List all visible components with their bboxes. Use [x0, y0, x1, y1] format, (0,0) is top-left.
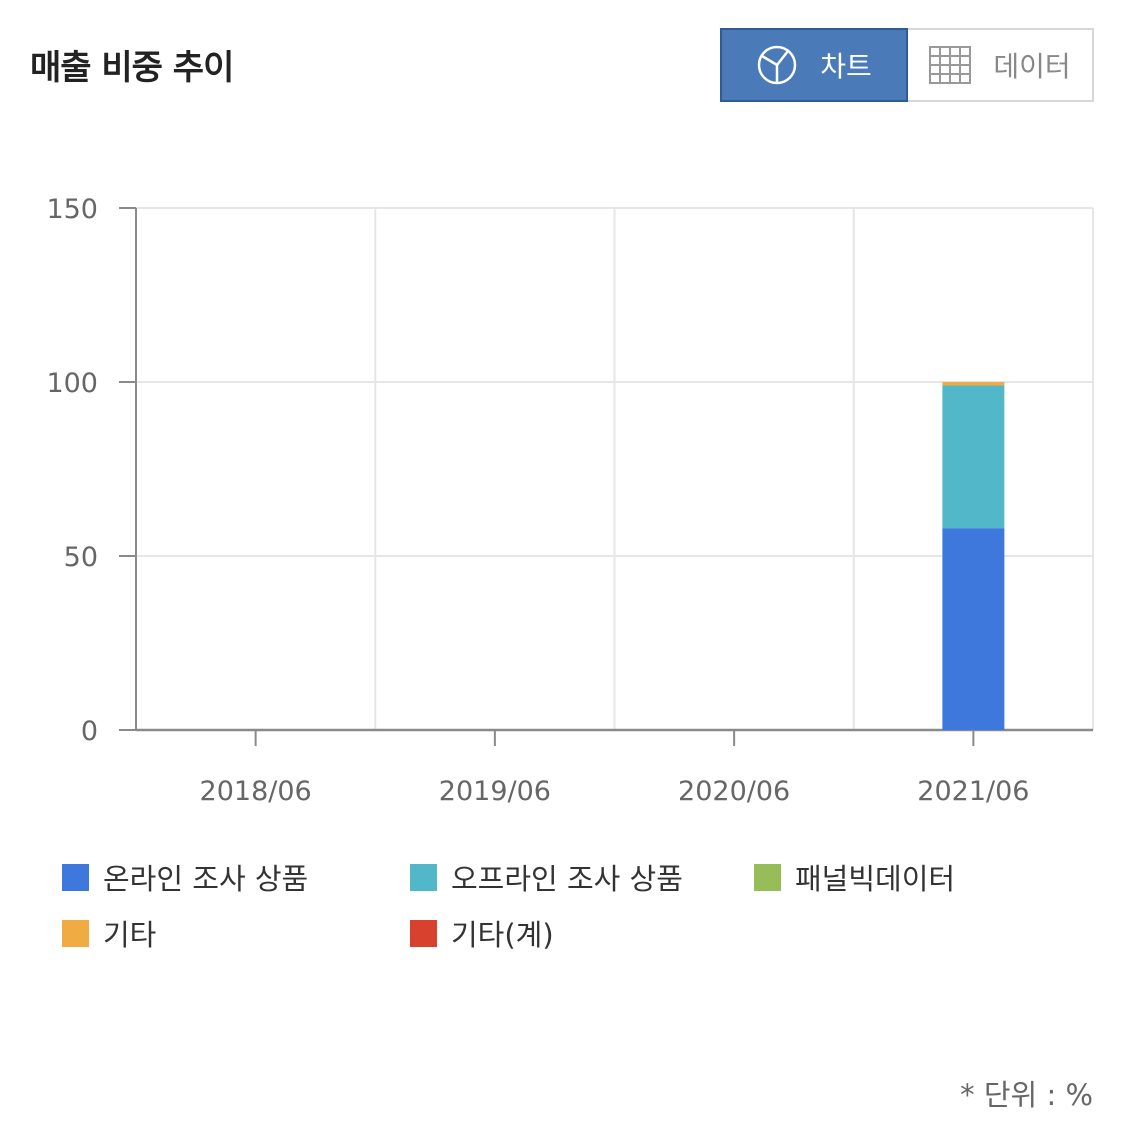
legend-item[interactable]: 기타(계) [410, 912, 554, 954]
x-tick-label: 2021/06 [917, 776, 1029, 807]
legend-label: 기타 [103, 918, 157, 952]
data-view-button[interactable]: 데이터 [908, 28, 1094, 102]
legend-item[interactable]: 패널빅데이터 [754, 856, 955, 898]
bar-segment [942, 382, 1005, 386]
x-tick-label: 2019/06 [439, 776, 551, 807]
table-grid-icon [929, 46, 972, 84]
y-tick-label: 0 [81, 716, 98, 747]
data-view-label: 데이터 [993, 50, 1071, 83]
unit-note: * 단위 : % [960, 1078, 1093, 1112]
y-tick-label: 100 [46, 368, 98, 399]
y-tick-label: 150 [46, 194, 98, 225]
pie-chart-icon [757, 45, 797, 85]
view-toggle: 차트 데이터 [720, 28, 1094, 102]
legend-swatch [410, 919, 437, 947]
x-tick-label: 2020/06 [678, 776, 790, 807]
bar-segment [942, 528, 1005, 730]
legend-item[interactable]: 기타 [62, 912, 156, 954]
y-tick-label: 50 [64, 542, 98, 573]
legend-swatch [410, 863, 437, 891]
bar-segment [942, 385, 1005, 529]
legend-swatch [62, 919, 89, 947]
stacked-bar-chart: 0 50 100 150 2018/06 2019/06 2020/06 2021/06 [46, 194, 1094, 807]
legend-swatch [62, 863, 89, 891]
legend-label: 패널빅데이터 [795, 862, 956, 896]
chart-view-label: 차트 [820, 50, 872, 83]
legend-label: 온라인 조사 상품 [103, 862, 309, 896]
chart-title: 매출 비중 추이 [30, 48, 234, 88]
chart-view-button[interactable]: 차트 [720, 28, 908, 102]
legend-label: 오프라인 조사 상품 [451, 862, 683, 896]
legend-label: 기타(계) [451, 918, 554, 952]
legend-item[interactable]: 오프라인 조사 상품 [410, 856, 683, 898]
legend-item[interactable]: 온라인 조사 상품 [62, 856, 308, 898]
legend-swatch [754, 863, 781, 891]
x-tick-label: 2018/06 [200, 776, 312, 807]
